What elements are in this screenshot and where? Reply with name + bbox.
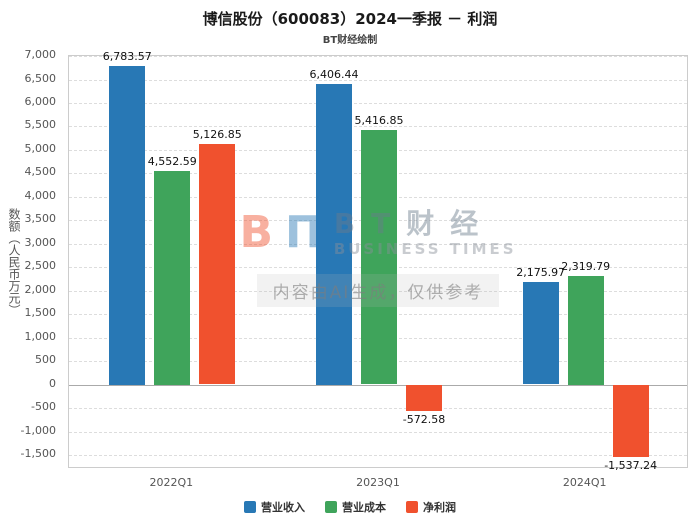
- y-tick-label: 5,000: [24, 141, 57, 155]
- legend-label-revenue: 营业收入: [261, 501, 305, 514]
- gridline: [69, 126, 687, 128]
- chart-title: 博信股份（600083）2024一季报 － 利润: [202, 10, 498, 28]
- legend-swatch-net-profit: [406, 501, 418, 513]
- y-tick-label: 500: [35, 353, 56, 367]
- y-tick-label: 4,000: [24, 188, 57, 202]
- bar-value-label-revenue-2023Q1: 6,406.44: [309, 67, 359, 81]
- legend-item-cost[interactable]: 营业成本: [325, 499, 386, 515]
- bar-value-label-cost-2023Q1: 5,416.85: [354, 114, 404, 128]
- legend-item-net-profit[interactable]: 净利润: [406, 499, 456, 515]
- gridline: [69, 408, 687, 409]
- bar-value-label-net-profit-2023Q1: -572.58: [402, 413, 446, 427]
- bar-revenue-2022Q1: [109, 66, 146, 385]
- bar-value-label-revenue-2022Q1: 6,783.57: [102, 50, 152, 64]
- x-tick-label-2023Q1: 2023Q1: [356, 476, 400, 489]
- bar-revenue-2023Q1: [316, 83, 352, 385]
- x-tick-label-2024Q1: 2024Q1: [562, 476, 607, 489]
- legend-swatch-cost: [325, 501, 337, 513]
- y-tick-label: 7,000: [24, 48, 57, 61]
- y-tick-label: -1,500: [20, 446, 56, 460]
- gridline: [69, 79, 687, 81]
- bar-value-label-revenue-2024Q1: 2,175.97: [516, 266, 566, 280]
- y-axis-title: 数额（人民币万元）: [7, 207, 21, 316]
- bar-value-label-net-profit-2024Q1: -1,537.24: [604, 458, 658, 472]
- chart-subtitle: BT财经绘制: [322, 35, 378, 46]
- y-tick-label: -1,000: [20, 423, 56, 437]
- legend: 营业收入 营业成本 净利润: [0, 499, 700, 515]
- y-tick-label: 4,500: [24, 165, 57, 179]
- legend-item-revenue[interactable]: 营业收入: [244, 499, 305, 515]
- y-tick-label: 1,000: [24, 329, 57, 343]
- legend-label-net-profit: 净利润: [423, 501, 456, 514]
- bar-value-label-cost-2024Q1: 2,319.79: [561, 259, 611, 273]
- y-axis: 7,000 6,500 6,000 5,500 5,000 4,500 4,000 3,500…: [0, 49, 62, 468]
- bar-net-profit-2023Q1: [406, 384, 442, 412]
- y-tick-label: 1,500: [24, 306, 57, 320]
- legend-label-cost: 营业成本: [342, 501, 386, 514]
- gridline: [69, 454, 687, 456]
- bar-revenue-2024Q1: [522, 282, 559, 385]
- y-tick-label: 3,500: [24, 212, 57, 226]
- x-tick-label-2022Q1: 2022Q1: [149, 476, 194, 489]
- bt-logo-b-icon: B: [239, 207, 273, 258]
- gridline: [69, 56, 687, 57]
- bar-cost-2023Q1: [361, 130, 397, 385]
- y-tick-label: 6,500: [24, 71, 57, 85]
- y-tick-label: 5,500: [24, 118, 57, 132]
- bar-net-profit-2024Q1: [612, 384, 649, 457]
- gridline: [69, 431, 687, 433]
- y-tick-label: 0: [49, 376, 56, 390]
- bar-net-profit-2022Q1: [199, 143, 236, 385]
- bar-cost-2022Q1: [154, 170, 191, 385]
- plot-area: B Π BT财经 BUSINESS TIMES 内容由AI生成，仅供参考 6,7…: [68, 51, 688, 471]
- y-tick-label: 2,500: [24, 259, 57, 273]
- bar-cost-2024Q1: [567, 275, 604, 385]
- bar-value-label-cost-2022Q1: 4,552.59: [147, 154, 197, 168]
- gridline: [69, 102, 687, 104]
- legend-swatch-revenue: [244, 501, 256, 513]
- y-tick-label: 2,000: [24, 282, 57, 296]
- y-tick-label: 6,000: [24, 94, 57, 108]
- y-tick-label: 3,000: [24, 235, 57, 249]
- x-axis: 2022Q1 2023Q1 2024Q1: [68, 469, 688, 489]
- zero-line: [69, 384, 687, 386]
- bar-value-label-net-profit-2022Q1: 5,126.85: [192, 127, 242, 141]
- y-tick-label: -500: [31, 400, 56, 413]
